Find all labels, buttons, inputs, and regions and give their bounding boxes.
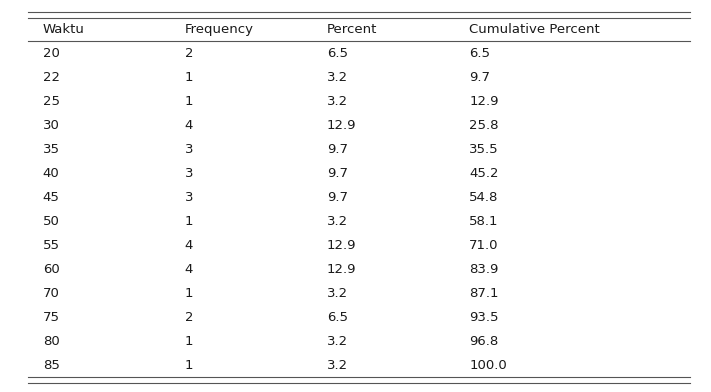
Text: 50: 50 bbox=[43, 215, 60, 228]
Text: 71.0: 71.0 bbox=[469, 239, 498, 252]
Text: 3.2: 3.2 bbox=[327, 287, 348, 299]
Text: 12.9: 12.9 bbox=[469, 94, 498, 108]
Text: 100.0: 100.0 bbox=[469, 359, 507, 372]
Text: 83.9: 83.9 bbox=[469, 263, 498, 276]
Text: 85: 85 bbox=[43, 359, 60, 372]
Text: 3: 3 bbox=[185, 191, 193, 203]
Text: 1: 1 bbox=[185, 94, 193, 108]
Text: 96.8: 96.8 bbox=[469, 335, 498, 348]
Text: 3: 3 bbox=[185, 143, 193, 156]
Text: 58.1: 58.1 bbox=[469, 215, 498, 228]
Text: 12.9: 12.9 bbox=[327, 263, 356, 276]
Text: 4: 4 bbox=[185, 119, 193, 132]
Text: 12.9: 12.9 bbox=[327, 119, 356, 132]
Text: 1: 1 bbox=[185, 287, 193, 299]
Text: 2: 2 bbox=[185, 47, 193, 60]
Text: 12.9: 12.9 bbox=[327, 239, 356, 252]
Text: 1: 1 bbox=[185, 335, 193, 348]
Text: 22: 22 bbox=[43, 71, 60, 83]
Text: 35.5: 35.5 bbox=[469, 143, 499, 156]
Text: 9.7: 9.7 bbox=[327, 143, 348, 156]
Text: 45: 45 bbox=[43, 191, 60, 203]
Text: 6.5: 6.5 bbox=[469, 47, 491, 60]
Text: 1: 1 bbox=[185, 71, 193, 83]
Text: 3.2: 3.2 bbox=[327, 215, 348, 228]
Text: 3.2: 3.2 bbox=[327, 94, 348, 108]
Text: Frequency: Frequency bbox=[185, 23, 254, 36]
Text: 45.2: 45.2 bbox=[469, 167, 498, 180]
Text: 9.7: 9.7 bbox=[327, 167, 348, 180]
Text: 1: 1 bbox=[185, 215, 193, 228]
Text: 80: 80 bbox=[43, 335, 60, 348]
Text: 93.5: 93.5 bbox=[469, 310, 498, 324]
Text: 20: 20 bbox=[43, 47, 60, 60]
Text: 25: 25 bbox=[43, 94, 60, 108]
Text: 87.1: 87.1 bbox=[469, 287, 498, 299]
Text: 35: 35 bbox=[43, 143, 60, 156]
Text: 60: 60 bbox=[43, 263, 60, 276]
Text: 30: 30 bbox=[43, 119, 60, 132]
Text: 4: 4 bbox=[185, 239, 193, 252]
Text: Percent: Percent bbox=[327, 23, 378, 36]
Text: 1: 1 bbox=[185, 359, 193, 372]
Text: 9.7: 9.7 bbox=[469, 71, 491, 83]
Text: 54.8: 54.8 bbox=[469, 191, 498, 203]
Text: 75: 75 bbox=[43, 310, 60, 324]
Text: 6.5: 6.5 bbox=[327, 47, 348, 60]
Text: 4: 4 bbox=[185, 263, 193, 276]
Text: 9.7: 9.7 bbox=[327, 191, 348, 203]
Text: 40: 40 bbox=[43, 167, 60, 180]
Text: 3: 3 bbox=[185, 167, 193, 180]
Text: Cumulative Percent: Cumulative Percent bbox=[469, 23, 600, 36]
Text: 6.5: 6.5 bbox=[327, 310, 348, 324]
Text: Waktu: Waktu bbox=[43, 23, 85, 36]
Text: 70: 70 bbox=[43, 287, 60, 299]
Text: 25.8: 25.8 bbox=[469, 119, 498, 132]
Text: 55: 55 bbox=[43, 239, 60, 252]
Text: 3.2: 3.2 bbox=[327, 359, 348, 372]
Text: 3.2: 3.2 bbox=[327, 71, 348, 83]
Text: 3.2: 3.2 bbox=[327, 335, 348, 348]
Text: 2: 2 bbox=[185, 310, 193, 324]
